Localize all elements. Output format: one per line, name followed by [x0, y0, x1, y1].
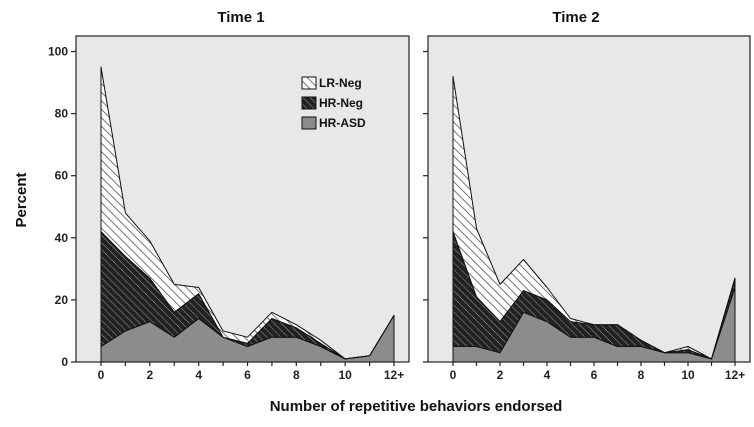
legend-item-hr-asd: HR-ASD — [301, 116, 366, 130]
legend-label-hr-asd: HR-ASD — [319, 116, 366, 130]
panel-title: Time 2 — [552, 9, 599, 26]
y-axis-title: Percent — [13, 172, 30, 227]
x-tick-label: 0 — [450, 368, 457, 382]
y-tick-label: 20 — [55, 293, 69, 307]
panel-time-1: 0 20 40 60 80 100 0 2 4 6 8 10 12+ Time 1 — [48, 9, 410, 382]
x-tick-label: 6 — [244, 368, 251, 382]
x-tick-label: 10 — [681, 368, 695, 382]
panel-title: Time 1 — [217, 9, 264, 26]
x-tick-label: 2 — [497, 368, 504, 382]
area-lr-neg — [100, 66, 395, 360]
x-tick-label: 8 — [293, 368, 300, 382]
legend-swatch-lr-neg — [301, 76, 317, 90]
legend: LR-Neg HR-Neg HR-ASD — [301, 76, 366, 130]
y-tick-label: 40 — [55, 231, 69, 245]
legend-swatch-hr-neg — [301, 96, 317, 110]
x-tick-label: 4 — [544, 368, 551, 382]
y-tick-label: 100 — [48, 45, 68, 59]
x-tick-label: 4 — [195, 368, 202, 382]
area-lr-neg — [452, 75, 736, 360]
legend-label-lr-neg: LR-Neg — [319, 76, 362, 90]
legend-item-hr-neg: HR-Neg — [301, 96, 363, 110]
axes: 0 2 4 6 8 10 12+ — [423, 50, 745, 382]
x-tick-label: 10 — [338, 368, 352, 382]
x-tick-label: 12+ — [384, 368, 404, 382]
x-tick-label: 12+ — [725, 368, 745, 382]
y-tick-label: 0 — [61, 355, 68, 369]
legend-swatch-hr-asd — [301, 116, 317, 130]
x-tick-label: 2 — [146, 368, 153, 382]
y-tick-label: 80 — [55, 107, 69, 121]
legend-item-lr-neg: LR-Neg — [301, 76, 362, 90]
x-tick-label: 8 — [638, 368, 645, 382]
x-tick-label: 0 — [98, 368, 105, 382]
x-axis-title: Number of repetitive behaviors endorsed — [270, 398, 563, 415]
panel-time-2: 0 2 4 6 8 10 12+ Time 2 — [423, 9, 751, 382]
x-tick-label: 6 — [591, 368, 598, 382]
y-tick-label: 60 — [55, 169, 69, 183]
axes: 0 20 40 60 80 100 0 2 4 6 8 10 12+ — [48, 45, 404, 382]
legend-label-hr-neg: HR-Neg — [319, 96, 363, 110]
